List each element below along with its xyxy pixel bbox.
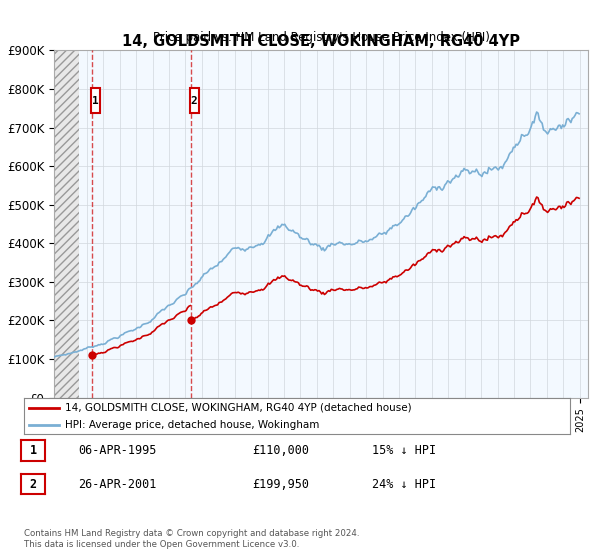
Text: 26-APR-2001: 26-APR-2001 bbox=[78, 478, 157, 491]
Text: £110,000: £110,000 bbox=[252, 444, 309, 458]
Text: HPI: Average price, detached house, Wokingham: HPI: Average price, detached house, Woki… bbox=[65, 420, 319, 430]
Text: 1: 1 bbox=[29, 444, 37, 457]
Text: 06-APR-1995: 06-APR-1995 bbox=[78, 444, 157, 458]
Text: 2: 2 bbox=[191, 96, 197, 106]
Text: 24% ↓ HPI: 24% ↓ HPI bbox=[372, 478, 436, 491]
FancyBboxPatch shape bbox=[190, 88, 199, 113]
Text: 1: 1 bbox=[92, 96, 99, 106]
Text: Contains HM Land Registry data © Crown copyright and database right 2024.
This d: Contains HM Land Registry data © Crown c… bbox=[24, 529, 359, 549]
Text: 14, GOLDSMITH CLOSE, WOKINGHAM, RG40 4YP (detached house): 14, GOLDSMITH CLOSE, WOKINGHAM, RG40 4YP… bbox=[65, 403, 412, 413]
Bar bbox=[54, 50, 79, 398]
Text: £199,950: £199,950 bbox=[252, 478, 309, 491]
Text: Price paid vs. HM Land Registry's House Price Index (HPI): Price paid vs. HM Land Registry's House … bbox=[152, 31, 490, 44]
Text: 15% ↓ HPI: 15% ↓ HPI bbox=[372, 444, 436, 458]
FancyBboxPatch shape bbox=[91, 88, 100, 113]
Text: 2: 2 bbox=[29, 478, 37, 491]
Title: 14, GOLDSMITH CLOSE, WOKINGHAM, RG40 4YP: 14, GOLDSMITH CLOSE, WOKINGHAM, RG40 4YP bbox=[122, 34, 520, 49]
